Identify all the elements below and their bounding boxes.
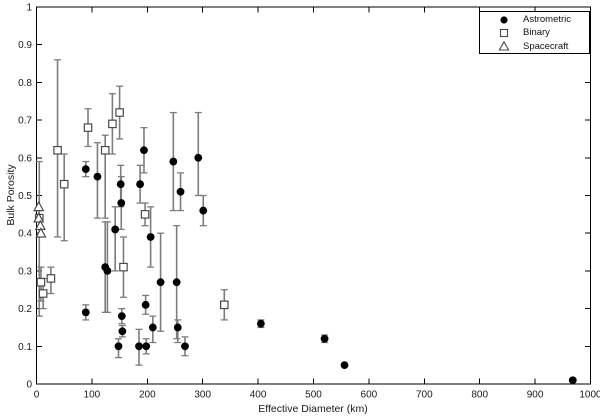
legend-item-astrometric: Astrometric <box>480 13 589 26</box>
data-point-marker <box>100 145 110 155</box>
x-tick-label: 400 <box>250 390 267 401</box>
x-tick-label: 0 <box>34 390 40 401</box>
data-point-marker <box>81 308 90 317</box>
open-triangle-icon <box>498 41 510 52</box>
x-tick-label: 600 <box>361 390 378 401</box>
plot-frame <box>36 6 591 385</box>
data-point-marker <box>146 233 155 241</box>
filled-circle-icon <box>500 16 508 24</box>
data-point-marker <box>176 187 185 196</box>
data-point-marker <box>93 172 102 181</box>
data-point-marker <box>114 342 123 351</box>
data-point-marker <box>169 157 178 166</box>
data-point-marker <box>156 278 165 287</box>
data-point-marker <box>119 262 128 272</box>
x-tick-label: 1000 <box>579 390 600 401</box>
x-tick-label: 700 <box>416 390 433 401</box>
y-tick-label: 0.7 <box>18 116 32 127</box>
data-point-marker <box>320 334 329 343</box>
y-tick-label: 0.4 <box>18 229 32 240</box>
data-point-marker <box>117 199 126 207</box>
data-point-marker <box>220 300 229 310</box>
data-point-marker <box>568 376 577 385</box>
legend-label: Spacecraft <box>523 40 569 52</box>
y-tick-label: 0.3 <box>18 266 32 277</box>
data-point-marker <box>38 289 48 298</box>
open-square-icon <box>499 29 509 38</box>
data-point-marker <box>83 123 93 132</box>
x-axis-label: Effective Diameter (km) <box>258 403 368 415</box>
data-point-marker <box>172 278 181 287</box>
data-point-marker <box>59 179 69 189</box>
x-tick-label: 300 <box>194 390 211 401</box>
legend-label: Astrometric <box>523 13 572 25</box>
data-point-marker <box>340 361 349 370</box>
y-tick-label: 0.9 <box>18 40 32 51</box>
y-tick-label: 0.2 <box>18 304 32 315</box>
error-bars <box>35 59 329 366</box>
data-point-marker <box>46 274 56 283</box>
data-point-marker <box>115 108 124 117</box>
data-point-marker <box>194 153 203 162</box>
y-tick-label: 0.6 <box>18 153 32 164</box>
data-point-marker <box>136 180 144 189</box>
series-astrometric <box>81 146 577 385</box>
data-point-marker <box>116 180 125 189</box>
data-point-marker <box>135 342 143 351</box>
data-point-marker <box>181 342 189 351</box>
data-point-marker <box>33 200 45 212</box>
data-point-marker <box>148 323 157 332</box>
series-spacecraft <box>33 200 47 238</box>
data-point-marker <box>36 277 46 287</box>
legend-label: Binary <box>523 27 550 39</box>
data-point-marker <box>81 165 90 174</box>
data-point-marker <box>117 312 126 321</box>
data-point-marker <box>35 227 47 238</box>
legend: Astrometric Binary Spacecraft <box>479 11 590 54</box>
data-point-marker <box>173 323 182 332</box>
y-tick-label: 0.8 <box>18 78 32 89</box>
legend-item-binary: Binary <box>480 26 589 39</box>
x-tick-label: 500 <box>305 390 322 401</box>
x-tick-label: 200 <box>139 390 156 401</box>
data-point-marker <box>111 225 120 234</box>
data-point-marker <box>256 319 265 328</box>
data-point-marker <box>33 212 45 223</box>
x-tick-label: 100 <box>84 390 101 401</box>
x-tick-label: 900 <box>527 390 544 401</box>
data-point-marker <box>142 342 151 351</box>
y-tick-label: 0 <box>26 380 32 391</box>
y-axis-label: Bulk Porosity <box>5 164 17 226</box>
data-point-marker <box>53 145 62 155</box>
data-point-marker <box>103 267 112 275</box>
y-tick-label: 1 <box>26 3 32 14</box>
y-tick-label: 0.1 <box>18 342 32 353</box>
data-point-marker <box>199 206 208 215</box>
y-tick-label: 0.5 <box>18 191 32 202</box>
data-point-marker <box>108 119 117 129</box>
data-point-marker <box>140 146 148 155</box>
legend-item-spacecraft: Spacecraft <box>480 40 589 53</box>
data-point-marker <box>140 210 150 219</box>
data-point-marker <box>141 300 150 309</box>
data-point-marker <box>118 327 127 336</box>
x-tick-label: 800 <box>471 390 488 401</box>
